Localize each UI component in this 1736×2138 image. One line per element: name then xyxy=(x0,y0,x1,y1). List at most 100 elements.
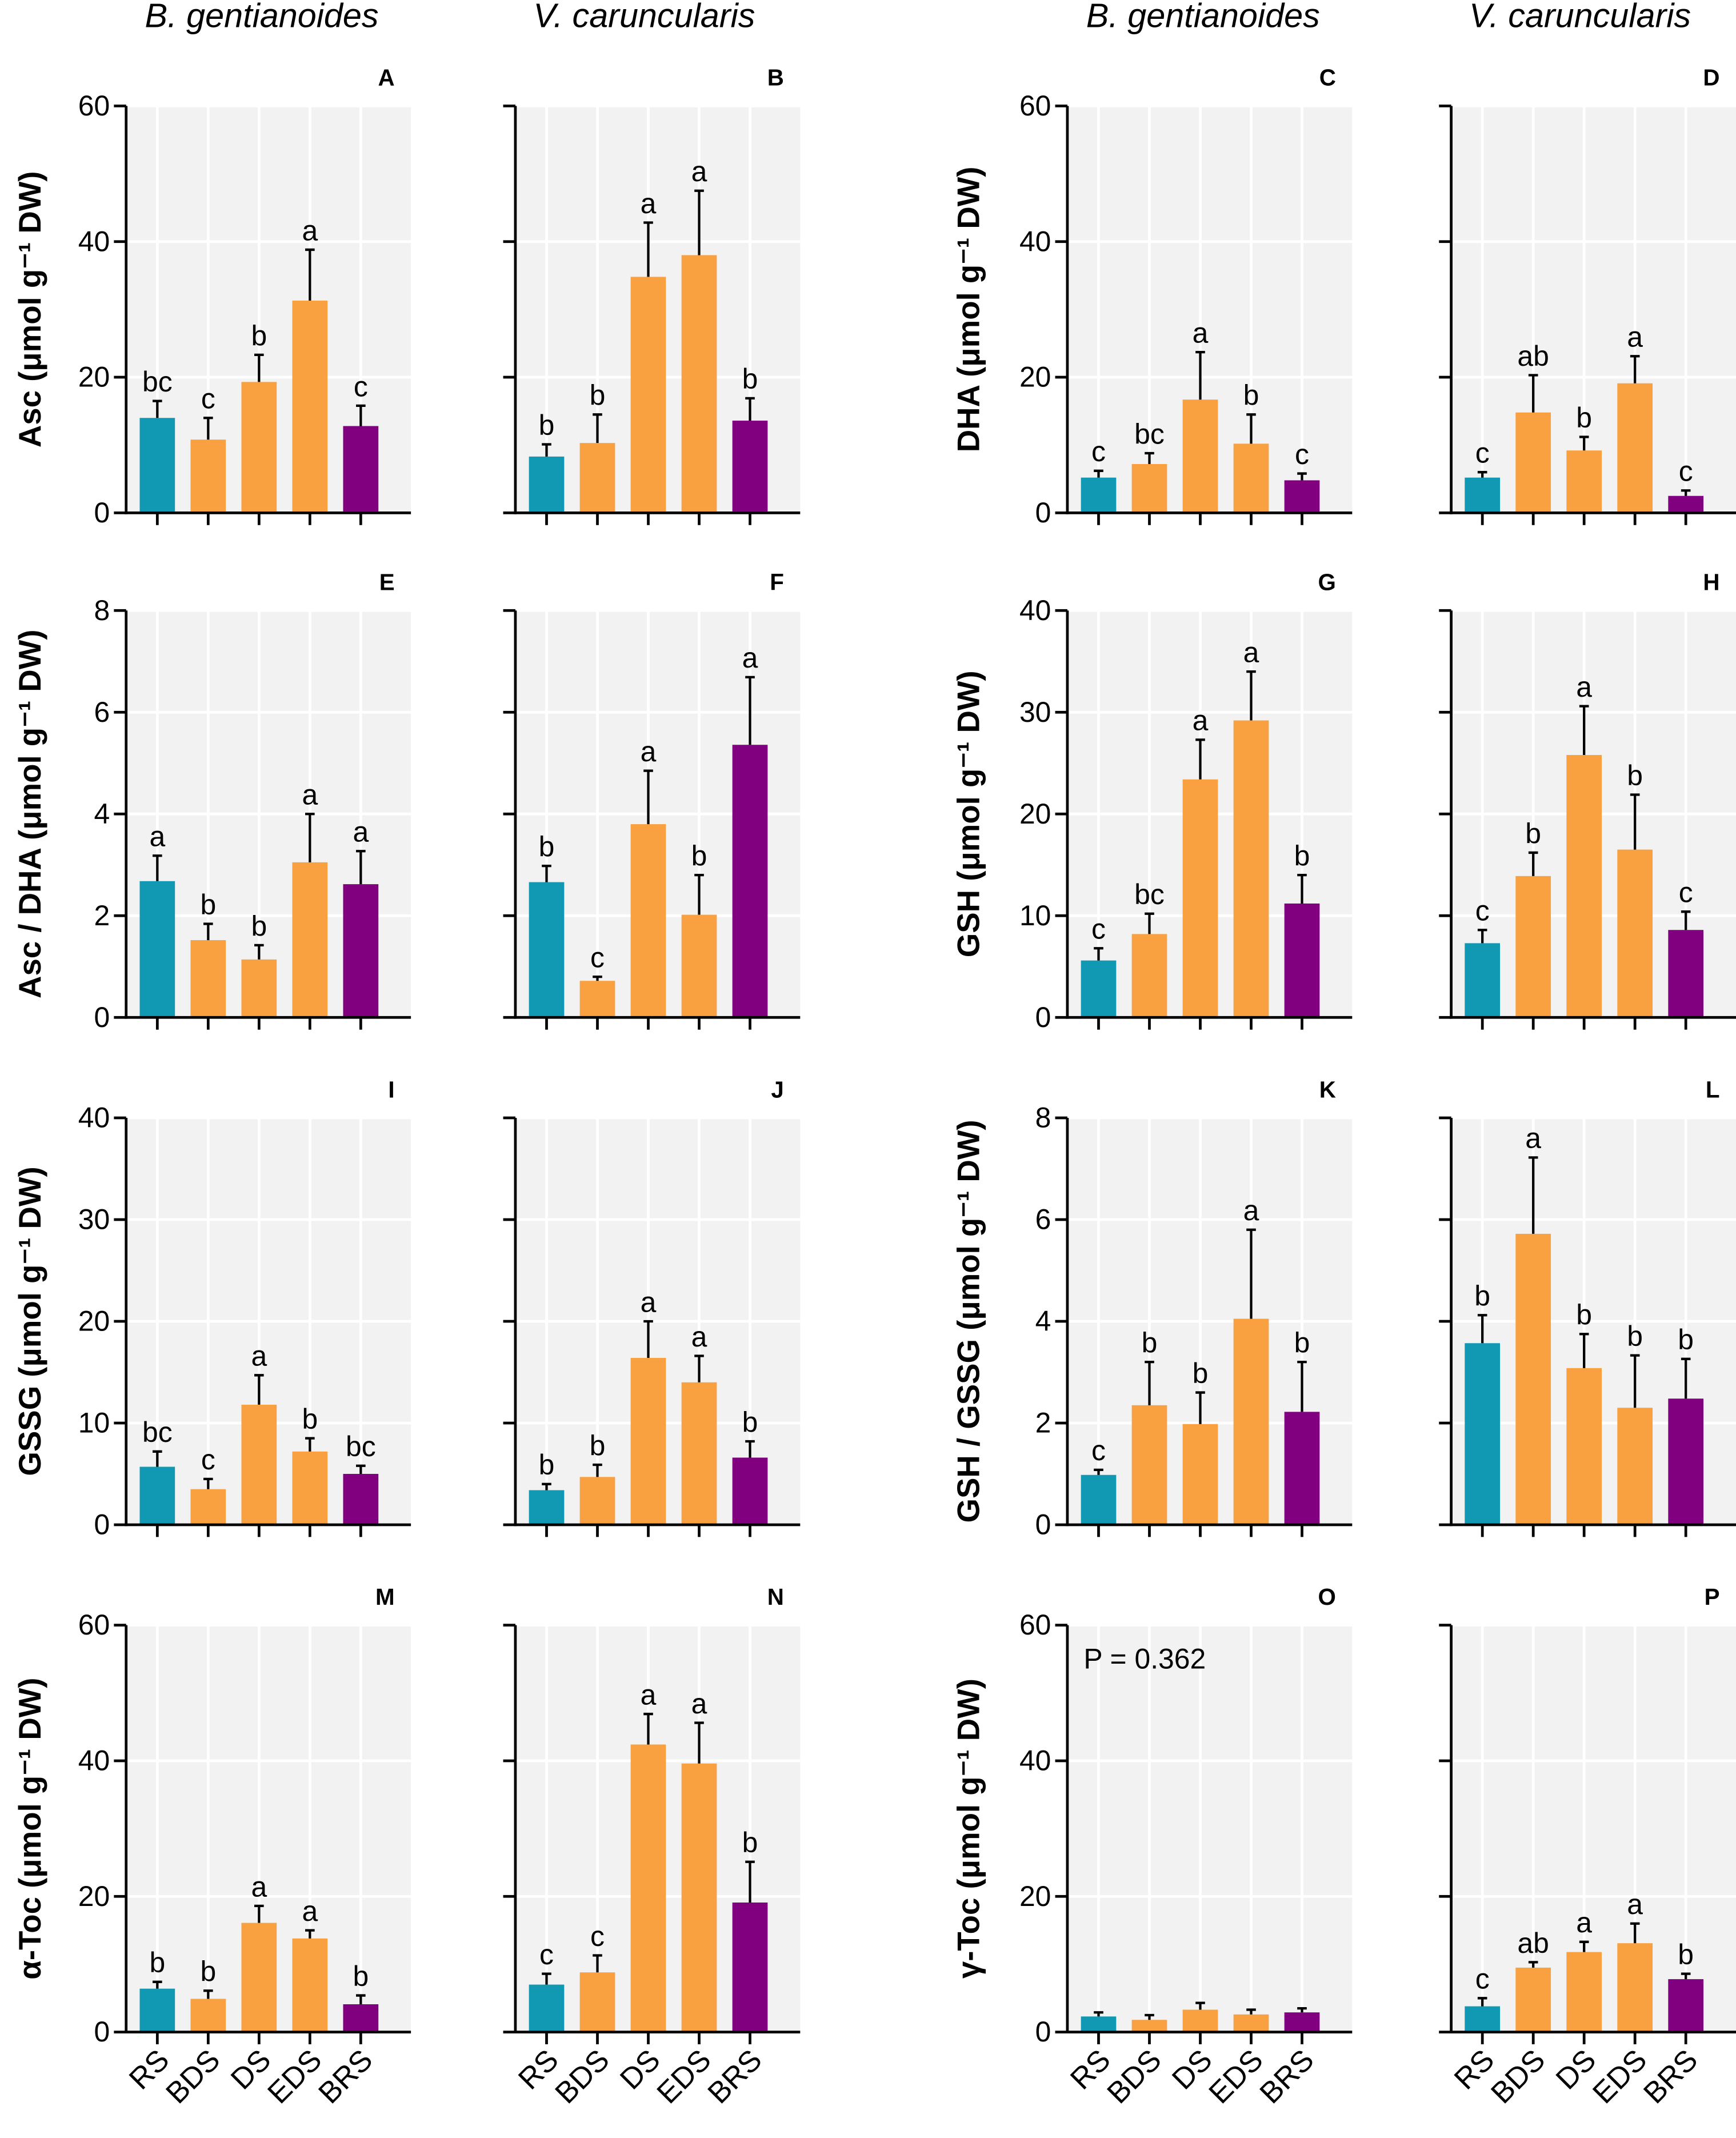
significance-letter: a xyxy=(1243,1194,1259,1226)
y-tick-label: 0 xyxy=(1035,1001,1051,1033)
y-axis-label: Asc (μmol g⁻¹ DW) xyxy=(13,171,47,448)
bar-eds xyxy=(1233,443,1269,513)
y-tick-label: 20 xyxy=(78,361,110,393)
bar-ds xyxy=(241,959,277,1018)
significance-letter: bc xyxy=(346,1430,376,1462)
significance-letter: b xyxy=(200,1956,216,1988)
panel-letter: P xyxy=(1705,1584,1720,1610)
bar-brs xyxy=(1668,495,1704,513)
panel-letter: C xyxy=(1319,65,1336,91)
y-tick-label: 20 xyxy=(1019,798,1051,830)
significance-letter: b xyxy=(1576,402,1592,434)
y-tick-label: 20 xyxy=(78,1880,110,1912)
y-tick-label: 10 xyxy=(1019,900,1051,932)
significance-letter: a xyxy=(641,736,657,768)
x-tick-label: EDS xyxy=(262,2043,329,2110)
bar-ds xyxy=(1182,2009,1218,2032)
bar-ds xyxy=(1566,755,1602,1018)
y-tick-label: 8 xyxy=(1035,1102,1051,1134)
significance-letter: b xyxy=(1474,1280,1490,1312)
y-tick-label: 60 xyxy=(1019,1609,1051,1641)
significance-letter: a xyxy=(302,214,318,246)
x-tick-label: BRS xyxy=(702,2043,769,2110)
significance-letter: b xyxy=(742,1827,758,1859)
y-tick-label: 40 xyxy=(78,1102,110,1134)
bar-rs xyxy=(139,418,175,513)
y-tick-label: 4 xyxy=(94,798,110,830)
y-tick-label: 0 xyxy=(94,497,110,529)
x-tick-label: EDS xyxy=(1203,2043,1270,2110)
panel-letter: M xyxy=(375,1584,395,1610)
significance-letter: b xyxy=(590,379,606,411)
bar-rs xyxy=(1465,2006,1501,2032)
y-axis-label: Asc / DHA (μmol g⁻¹ DW) xyxy=(13,630,47,998)
bar-rs xyxy=(139,881,175,1018)
significance-letter: a xyxy=(1193,705,1209,737)
bar-eds xyxy=(681,1382,717,1525)
bar-brs xyxy=(732,1457,768,1525)
y-axis-label: GSH (μmol g⁻¹ DW) xyxy=(951,670,986,957)
bar-bds xyxy=(579,981,615,1018)
significance-letter: c xyxy=(590,941,605,973)
bar-rs xyxy=(1081,477,1117,513)
bar-brs xyxy=(343,1473,379,1525)
y-tick-label: 2 xyxy=(1035,1407,1051,1439)
significance-letter: b xyxy=(1525,817,1541,849)
y-tick-label: 60 xyxy=(78,90,110,122)
significance-letter: b xyxy=(539,1449,555,1481)
significance-letter: a xyxy=(302,1895,318,1927)
bar-brs xyxy=(1668,1398,1704,1525)
panel-f: b c a b a F xyxy=(503,569,801,1030)
panel-d: c abb a c D xyxy=(1439,65,1736,525)
bar-eds xyxy=(681,255,717,513)
significance-letter: c xyxy=(1475,437,1490,469)
significance-letter: bc xyxy=(1134,878,1165,910)
x-tick-label: BRS xyxy=(313,2043,379,2110)
significance-letter: bc xyxy=(142,1416,173,1448)
bar-brs xyxy=(732,420,768,513)
x-tick-label: EDS xyxy=(1586,2043,1653,2110)
x-tick-label: BDS xyxy=(1485,2043,1551,2110)
bar-rs xyxy=(1465,943,1501,1018)
significance-letter: a xyxy=(1193,317,1209,349)
bar-eds xyxy=(292,1938,328,2032)
significance-letter: c xyxy=(1475,1963,1490,1995)
y-tick-label: 20 xyxy=(1019,361,1051,393)
panel-letter: N xyxy=(767,1584,784,1610)
plot-background xyxy=(1451,106,1736,513)
bar-ds xyxy=(1566,1368,1602,1525)
significance-letter: b xyxy=(539,830,555,862)
bar-brs xyxy=(732,745,768,1018)
p-value-annotation: P = 0.362 xyxy=(1083,1643,1206,1675)
significance-letter: c xyxy=(1091,1434,1106,1466)
bar-ds xyxy=(241,1923,277,2032)
bar-rs xyxy=(1465,1343,1501,1525)
significance-letter: b xyxy=(691,840,707,872)
bar-rs xyxy=(529,1984,565,2032)
panel-l: b a b b b L xyxy=(1439,1076,1736,1537)
significance-letter: a xyxy=(1576,1907,1592,1939)
bar-eds xyxy=(1233,1318,1269,1525)
significance-letter: a xyxy=(691,1688,707,1720)
column-title: B. gentianoides xyxy=(1086,0,1320,35)
bar-ds xyxy=(630,1358,666,1525)
panel-letter: H xyxy=(1703,569,1719,596)
significance-letter: b xyxy=(1142,1327,1158,1359)
significance-letter: c xyxy=(1091,913,1106,945)
bar-ds xyxy=(1182,1424,1218,1525)
bar-eds xyxy=(292,862,328,1018)
bar-brs xyxy=(1668,930,1704,1018)
y-tick-label: 0 xyxy=(1035,1509,1051,1541)
significance-letter: b xyxy=(149,1947,165,1979)
bar-rs xyxy=(139,1466,175,1525)
significance-letter: ab xyxy=(1517,340,1549,372)
significance-letter: b xyxy=(1627,1320,1643,1352)
significance-letter: a xyxy=(1525,1122,1541,1154)
significance-letter: b xyxy=(1576,1299,1592,1331)
y-tick-label: 60 xyxy=(1019,90,1051,122)
bar-brs xyxy=(1284,2012,1320,2032)
bar-bds xyxy=(190,940,226,1018)
x-tick-label: EDS xyxy=(651,2043,718,2110)
significance-letter: a xyxy=(302,779,318,811)
